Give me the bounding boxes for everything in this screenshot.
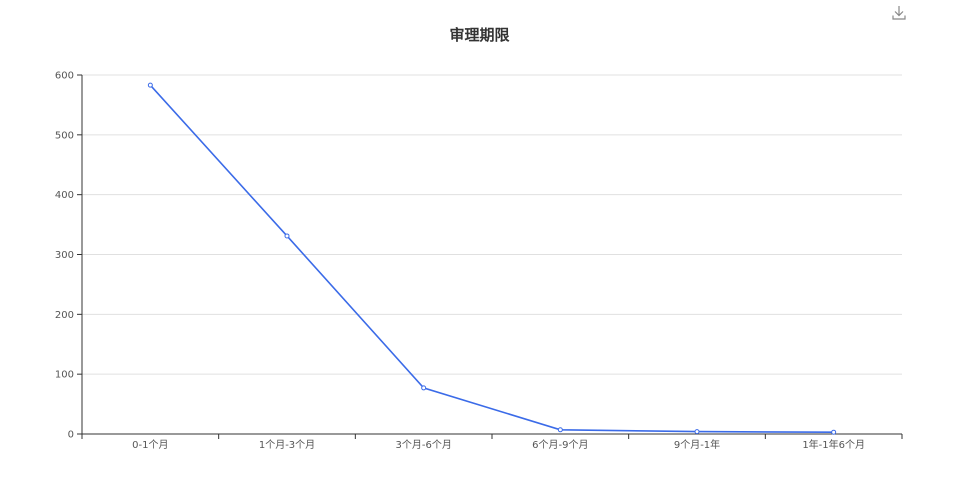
data-point[interactable] — [557, 427, 563, 433]
y-tick-label: 300 — [55, 250, 74, 261]
x-tick-label: 9个月-1年 — [674, 438, 720, 451]
download-icon — [892, 6, 906, 20]
series-line — [149, 84, 834, 434]
x-tick-label: 1个月-3个月 — [259, 439, 315, 451]
x-tick-label: 6个月-9个月 — [532, 439, 588, 451]
save-as-image-button[interactable] — [891, 5, 907, 21]
y-tick-label: 0 — [68, 430, 74, 441]
y-tick-label: 200 — [55, 310, 74, 321]
y-tick-label: 600 — [55, 71, 74, 82]
data-point[interactable] — [694, 429, 700, 435]
y-tick-label: 100 — [55, 370, 74, 381]
data-point[interactable] — [284, 233, 290, 239]
data-point[interactable] — [147, 82, 153, 88]
y-tick-label: 500 — [55, 130, 74, 141]
x-tick-label: 0-1个月 — [132, 439, 168, 451]
data-point[interactable] — [421, 385, 427, 391]
chart-title: 审理期限 — [449, 26, 510, 44]
y-tick-label: 400 — [55, 190, 74, 201]
x-tick-label: 1年-1年6个月 — [802, 438, 865, 451]
data-point[interactable] — [831, 429, 837, 435]
x-tick-label: 3个月-6个月 — [395, 439, 451, 451]
